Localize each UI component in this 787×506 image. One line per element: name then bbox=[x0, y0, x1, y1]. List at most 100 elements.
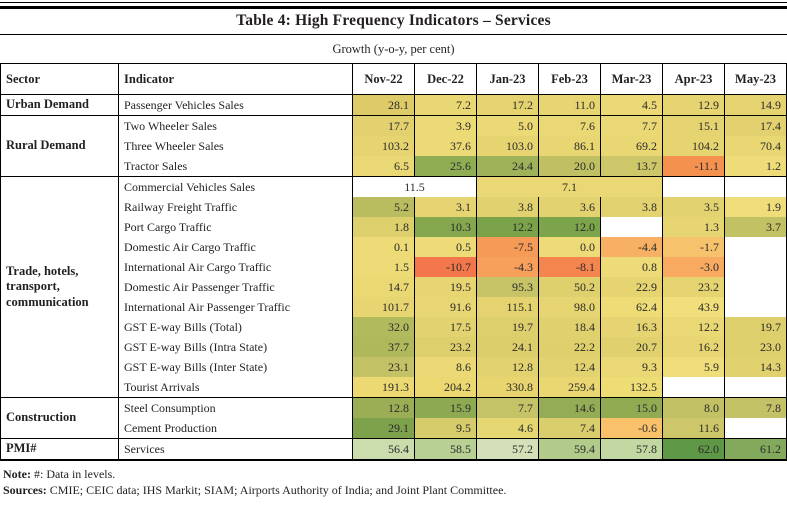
value-cell: 6.5 bbox=[352, 156, 415, 177]
value-cell: 0.0 bbox=[538, 237, 601, 257]
sector-cell-construction: Construction bbox=[0, 397, 119, 439]
column-header-jan-23: Jan-23 bbox=[476, 63, 539, 95]
value-cell: 20.0 bbox=[538, 156, 601, 177]
top-rule-thin bbox=[0, 2, 787, 3]
value-cell: 1.5 bbox=[352, 257, 415, 277]
indicator-cell: Tourist Arrivals bbox=[118, 377, 353, 398]
value-cell: 59.4 bbox=[538, 438, 601, 460]
value-cell: 3.8 bbox=[476, 197, 539, 217]
value-cell: 7.7 bbox=[476, 397, 539, 418]
value-cell: 19.7 bbox=[724, 317, 787, 337]
indicator-cell: Domestic Air Cargo Traffic bbox=[118, 237, 353, 257]
indicator-cell: GST E-way Bills (Inter State) bbox=[118, 357, 353, 377]
value-cell: 16.3 bbox=[600, 317, 663, 337]
value-cell: 32.0 bbox=[352, 317, 415, 337]
table-row-tourist-arrivals: Tourist Arrivals 191.3 204.2 330.8 259.4 132.… bbox=[1, 377, 787, 398]
value-cell: 43.9 bbox=[662, 297, 725, 317]
value-cell: -4.4 bbox=[600, 237, 663, 257]
value-cell: 104.2 bbox=[662, 136, 725, 156]
value-cell: 101.7 bbox=[352, 297, 415, 317]
value-cell: -7.5 bbox=[476, 237, 539, 257]
value-cell: 5.2 bbox=[352, 197, 415, 217]
value-cell: 7.4 bbox=[538, 418, 601, 439]
table-row-services: PMI# Services 56.4 58.5 57.2 59.4 57.8 62.0 61.2 bbox=[0, 438, 787, 460]
table-title: Table 4: High Frequency Indicators – Ser… bbox=[236, 12, 551, 29]
indicator-cell: Railway Freight Traffic bbox=[118, 197, 353, 217]
sources-label: Sources: bbox=[3, 482, 47, 497]
empty-cell bbox=[724, 237, 787, 257]
table-notes: Note: #: Data in levels. Sources: CMIE; … bbox=[0, 467, 787, 498]
value-cell: 24.1 bbox=[476, 337, 539, 357]
value-cell: 15.1 bbox=[662, 115, 725, 136]
title-underline-rule bbox=[0, 34, 787, 35]
value-cell: 11.5 bbox=[352, 176, 477, 197]
value-cell: 7.8 bbox=[724, 397, 787, 418]
sector-cell-rural-demand: Rural Demand bbox=[0, 115, 119, 177]
value-cell: -0.6 bbox=[600, 418, 663, 439]
column-header-indicator: Indicator bbox=[118, 63, 353, 95]
value-cell: 259.4 bbox=[538, 377, 601, 398]
indicator-cell: Commercial Vehicles Sales bbox=[118, 176, 353, 197]
value-cell: -4.3 bbox=[476, 257, 539, 277]
empty-cell bbox=[724, 176, 787, 197]
value-cell: 3.6 bbox=[538, 197, 601, 217]
indicator-cell: Services bbox=[118, 438, 353, 460]
value-cell: 3.9 bbox=[414, 115, 477, 136]
value-cell: 1.8 bbox=[352, 217, 415, 237]
value-cell: -10.7 bbox=[414, 257, 477, 277]
table-row-tractor-sales: Tractor Sales 6.5 25.6 24.4 20.0 13.7 -11.1 1.2 bbox=[1, 156, 787, 177]
table-row-gst-e-way-bills-inter-state: GST E-way Bills (Inter State) 23.1 8.6 12.8… bbox=[1, 357, 787, 377]
top-rule-thick bbox=[0, 6, 787, 9]
value-cell: 22.2 bbox=[538, 337, 601, 357]
value-cell: 69.2 bbox=[600, 136, 663, 156]
value-cell: 12.2 bbox=[476, 217, 539, 237]
value-cell: 8.6 bbox=[414, 357, 477, 377]
table-row-three-wheeler-sales: Three Wheeler Sales 103.2 37.6 103.0 86.1 69.… bbox=[1, 136, 787, 156]
value-cell: 37.7 bbox=[352, 337, 415, 357]
value-cell: 15.9 bbox=[414, 397, 477, 418]
table-header: Sector Indicator Nov-22 Dec-22 Jan-23 Feb-23 M… bbox=[0, 63, 787, 95]
indicator-cell: GST E-way Bills (Intra State) bbox=[118, 337, 353, 357]
value-cell: 1.2 bbox=[724, 156, 787, 177]
indicator-cell: Steel Consumption bbox=[118, 397, 353, 418]
value-cell: 7.6 bbox=[538, 115, 601, 136]
indicator-cell: Two Wheeler Sales bbox=[118, 115, 353, 136]
table-subtitle: Growth (y-o-y, per cent) bbox=[332, 42, 455, 56]
value-cell: 0.8 bbox=[600, 257, 663, 277]
table-row-gst-e-way-bills-total: GST E-way Bills (Total) 32.0 17.5 19.7 18.4 1… bbox=[1, 317, 787, 337]
value-cell: 17.2 bbox=[476, 94, 539, 116]
value-cell: 191.3 bbox=[352, 377, 415, 398]
value-cell: 103.2 bbox=[352, 136, 415, 156]
note-line: Note: #: Data in levels. bbox=[3, 467, 787, 483]
table-row-passenger-vehicles-sales: Urban Demand Passenger Vehicles Sales 28.1… bbox=[0, 94, 787, 116]
table-row-railway-freight-traffic: Railway Freight Traffic 5.2 3.1 3.8 3.6 3.8 3.… bbox=[1, 197, 787, 217]
column-header-mar-23: Mar-23 bbox=[600, 63, 663, 95]
table-row-gst-e-way-bills-intra-state: GST E-way Bills (Intra State) 37.7 23.2 24.… bbox=[1, 337, 787, 357]
value-cell: 10.3 bbox=[414, 217, 477, 237]
value-cell: 25.6 bbox=[414, 156, 477, 177]
value-cell: 9.3 bbox=[600, 357, 663, 377]
value-cell: 14.6 bbox=[538, 397, 601, 418]
table-row-two-wheeler-sales: Rural Demand Two Wheeler Sales 17.7 3.9 5.0 7… bbox=[0, 115, 787, 177]
column-header-apr-23: Apr-23 bbox=[662, 63, 725, 95]
value-cell: 330.8 bbox=[476, 377, 539, 398]
value-cell: 17.4 bbox=[724, 115, 787, 136]
indicator-cell: International Air Cargo Traffic bbox=[118, 257, 353, 277]
value-cell: -1.7 bbox=[662, 237, 725, 257]
column-header-dec-22: Dec-22 bbox=[414, 63, 477, 95]
indicator-cell: International Air Passenger Traffic bbox=[118, 297, 353, 317]
value-cell: 3.1 bbox=[414, 197, 477, 217]
value-cell: 61.2 bbox=[724, 438, 787, 460]
value-cell: 17.7 bbox=[352, 115, 415, 136]
indicator-cell: Three Wheeler Sales bbox=[118, 136, 353, 156]
table-row-domestic-air-passenger-traffic: Domestic Air Passenger Traffic 14.7 19.5 95… bbox=[1, 277, 787, 297]
value-cell: 12.8 bbox=[476, 357, 539, 377]
value-cell: 14.7 bbox=[352, 277, 415, 297]
indicator-cell: GST E-way Bills (Total) bbox=[118, 317, 353, 337]
high-frequency-indicators-table: Sector Indicator Nov-22 Dec-22 Jan-23 Feb-23 M… bbox=[0, 63, 787, 461]
header-row: Sector Indicator Nov-22 Dec-22 Jan-23 Feb-23 M… bbox=[0, 63, 787, 95]
value-cell: 29.1 bbox=[352, 418, 415, 439]
sector-cell-urban-demand: Urban Demand bbox=[0, 94, 119, 116]
column-header-may-23: May-23 bbox=[724, 63, 787, 95]
